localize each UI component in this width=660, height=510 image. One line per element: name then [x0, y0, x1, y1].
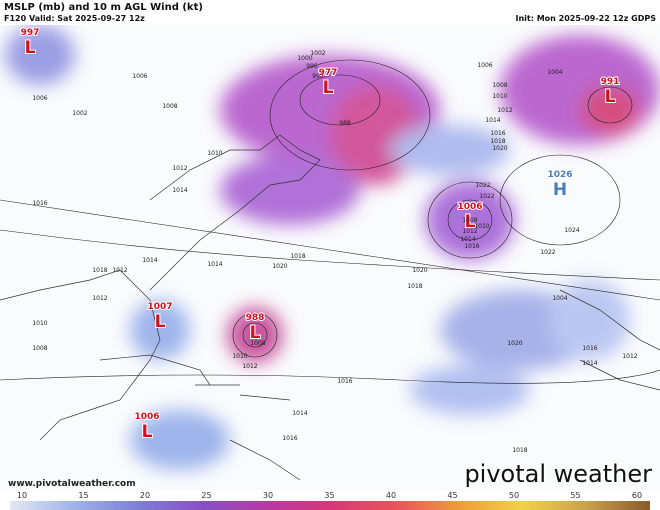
colorbar-tick: 55: [570, 491, 580, 500]
isobar-label: 1008: [462, 217, 477, 224]
isobar-label: 1010: [232, 353, 247, 360]
isobar-label: 1014: [292, 410, 307, 417]
isobar-label: 1018: [490, 138, 505, 145]
colorbar-tick: 45: [447, 491, 457, 500]
isobar-label: 1024: [564, 227, 579, 234]
isobar-label: 1014: [142, 257, 157, 264]
isobar-label: 1010: [32, 320, 47, 327]
isobar-label: 1008: [32, 345, 47, 352]
center-letter: L: [323, 78, 334, 98]
center-value: 1026: [547, 170, 572, 180]
isobar-label: 1012: [242, 363, 257, 370]
isobar-label: 1000: [297, 55, 312, 62]
isobar-label: 1002: [310, 50, 325, 57]
isobar-label: 1004: [547, 69, 562, 76]
isobar-label: 1018: [290, 253, 305, 260]
isobar-label: 1016: [337, 378, 352, 385]
colorbar-tick: 30: [263, 491, 273, 500]
colorbar-tick: 20: [140, 491, 150, 500]
isobar-label: 988: [339, 120, 351, 127]
center-letter: L: [155, 312, 166, 332]
isobar-label: 1012: [112, 267, 127, 274]
isobar-label: 1008: [492, 82, 507, 89]
center-letter: H: [553, 180, 567, 200]
isobar-label: 1008: [250, 340, 265, 347]
colorbar-tick: 35: [324, 491, 334, 500]
colorbar-tick: 10: [17, 491, 27, 500]
isobar-label: 1012: [497, 107, 512, 114]
isobar-label: 1016: [490, 130, 505, 137]
colorbar-tick: 15: [78, 491, 88, 500]
isobar-label: 1016: [32, 200, 47, 207]
isobar-label: 1020: [412, 267, 427, 274]
init-time: Init: Mon 2025-09-22 12z GDPS: [515, 14, 656, 23]
isobar-label: 1016: [282, 435, 297, 442]
center-value: 1006: [134, 412, 159, 422]
center-letter: L: [142, 422, 153, 442]
isobar-label: 1020: [492, 145, 507, 152]
center-value: 977: [319, 68, 338, 78]
valid-time: F120 Valid: Sat 2025-09-27 12z: [4, 14, 145, 23]
isobar-label: 1006: [132, 73, 147, 80]
isobar-label: 1014: [582, 360, 597, 367]
isobar-label: 1022: [479, 193, 494, 200]
colorbar-tick: 50: [509, 491, 519, 500]
isobar-label: 1018: [92, 267, 107, 274]
center-letter: L: [25, 38, 36, 58]
logo: pivotal weather: [464, 460, 652, 488]
header-bar: [0, 0, 660, 25]
center-letter: L: [250, 323, 261, 343]
center-letter: L: [465, 212, 476, 232]
isobar-label: 1010: [474, 223, 489, 230]
center-value: 991: [601, 77, 620, 87]
isobar-label: 1016: [464, 243, 479, 250]
isobar-label: 1006: [32, 95, 47, 102]
isobar-label: 1006: [477, 62, 492, 69]
map-title: MSLP (mb) and 10 m AGL Wind (kt): [4, 2, 203, 13]
isobar-label: 1012: [462, 228, 477, 235]
center-value: 1007: [147, 302, 172, 312]
colorbar-tick: 60: [632, 491, 642, 500]
isobar-label: 1010: [492, 93, 507, 100]
website: www.pivotalweather.com: [8, 479, 136, 489]
isobar-label: 1002: [72, 110, 87, 117]
center-letter: L: [605, 87, 616, 107]
colorbar: [10, 501, 650, 510]
isobar-lines: [0, 59, 660, 384]
isobar-label: 1012: [172, 165, 187, 172]
isobar-label: 1012: [622, 353, 637, 360]
isobar-label: 1022: [475, 182, 490, 189]
isobar-label: 992: [312, 73, 324, 80]
isobar-label: 1012: [92, 295, 107, 302]
center-value: 1006: [457, 202, 482, 212]
wind-shading: [5, 25, 660, 470]
isobar-label: 1014: [172, 187, 187, 194]
colorbar-tick: 25: [201, 491, 211, 500]
isobar-label: 996: [306, 63, 318, 70]
center-value: 988: [246, 313, 265, 323]
isobar-label: 1014: [485, 117, 500, 124]
isobar-label: 1018: [407, 283, 422, 290]
isobar-label: 1008: [162, 103, 177, 110]
isobar-label: 1016: [582, 345, 597, 352]
isobar-label: 1004: [552, 295, 567, 302]
isobar-label: 1020: [507, 340, 522, 347]
isobar-label: 1014: [460, 236, 475, 243]
isobar-label: 1022: [540, 249, 555, 256]
isobar-label: 1018: [512, 447, 527, 454]
coastlines: [0, 134, 660, 481]
center-value: 997: [21, 28, 40, 38]
isobar-label: 1014: [207, 261, 222, 268]
isobar-label: 1020: [272, 263, 287, 270]
isobar-label: 1010: [207, 150, 222, 157]
colorbar-tick: 40: [386, 491, 396, 500]
